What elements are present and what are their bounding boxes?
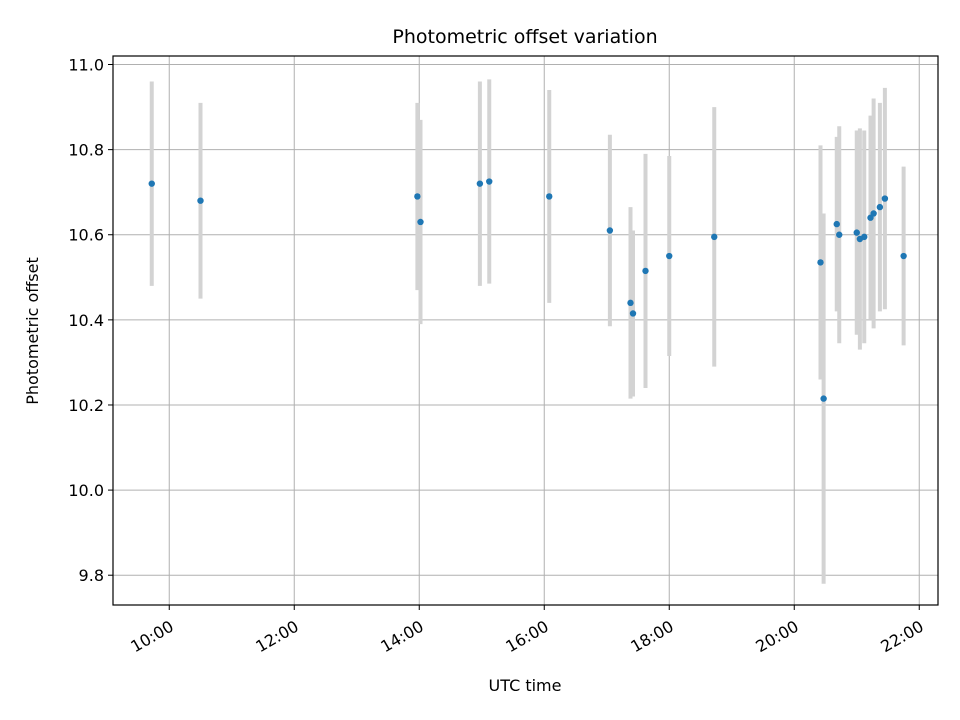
data-point [627, 299, 634, 307]
data-point [642, 267, 649, 275]
data-point [476, 180, 484, 187]
data-point [820, 395, 827, 402]
y-tick-label: 10.4 [68, 311, 104, 330]
data-point [876, 203, 884, 211]
data-point [148, 180, 155, 187]
data-point [666, 252, 673, 260]
point-layer [148, 178, 907, 402]
y-tick-label: 10.6 [68, 226, 104, 245]
data-point [197, 197, 204, 204]
data-point [881, 195, 889, 202]
y-tick-label: 10.8 [68, 141, 104, 160]
data-point [900, 252, 907, 260]
data-point [606, 227, 614, 234]
y-tick-label: 9.8 [79, 566, 104, 585]
y-tick-label: 10.0 [68, 481, 104, 500]
grid-layer [113, 56, 938, 605]
data-point [546, 193, 553, 200]
y-tick-label: 11.0 [68, 56, 104, 75]
data-point [629, 310, 637, 317]
data-point [833, 220, 840, 228]
y-tick-label: 10.2 [68, 396, 104, 415]
data-point [836, 231, 843, 238]
data-point [870, 210, 877, 217]
data-point [817, 259, 824, 266]
data-point [414, 193, 421, 200]
data-point [711, 233, 718, 241]
data-point [853, 229, 860, 236]
x-axis-label: UTC time [489, 676, 562, 695]
chart-title: Photometric offset variation [392, 26, 657, 48]
data-point [486, 178, 493, 185]
plot-frame [112, 55, 939, 606]
data-point [861, 233, 868, 241]
data-point [417, 218, 424, 226]
y-axis-label: Photometric offset [23, 257, 42, 405]
